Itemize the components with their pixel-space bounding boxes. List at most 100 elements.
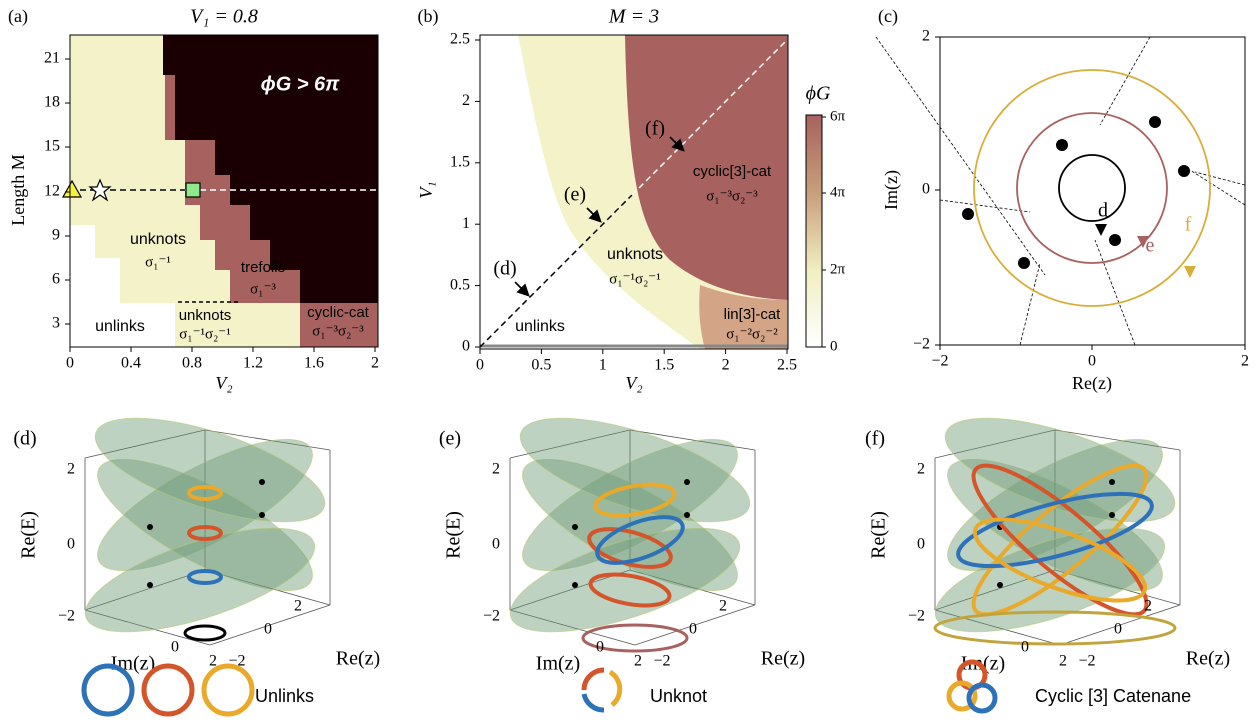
- re-tick-label: 0: [689, 621, 697, 638]
- exceptional-point: [684, 512, 690, 518]
- re-tick-label: −2: [1078, 653, 1095, 670]
- y-axis-label: Length M: [8, 154, 28, 226]
- branch-cut: [940, 200, 1030, 212]
- arrow: [515, 282, 528, 295]
- y-tick-label: 1.5: [450, 153, 470, 170]
- loop-f: [974, 70, 1210, 306]
- axes-frame: [940, 37, 1245, 345]
- z-axis-label: Re(E): [443, 511, 465, 559]
- z-tick-label: 2: [917, 461, 925, 478]
- x-tick-label: 0.5: [531, 357, 551, 374]
- annotation: unknots: [130, 231, 186, 248]
- legend-ring: [584, 694, 604, 710]
- im-tick-label: 0: [171, 639, 179, 656]
- annotation: (e): [564, 184, 586, 206]
- re-tick-label: −2: [653, 653, 670, 670]
- legend-text: Cyclic [3] Catenane: [1035, 686, 1191, 706]
- loop-projection: [185, 626, 225, 640]
- x-tick-label: 0.8: [182, 355, 202, 372]
- exceptional-point: [259, 512, 265, 518]
- annotation: cyclic[3]-cat: [693, 163, 772, 180]
- exceptional-point: [962, 208, 974, 220]
- panel-label: (b): [418, 6, 439, 27]
- im-tick-label: 0: [596, 639, 604, 656]
- annotation: trefoils: [241, 259, 285, 276]
- z-axis-label: Re(E): [868, 511, 890, 559]
- x-tick-label: 1.5: [654, 357, 674, 374]
- page: {"panels": { "a": {"label": "(a)", "titl…: [0, 0, 1255, 723]
- exceptional-point: [147, 524, 153, 530]
- annotation: unlinks: [515, 318, 565, 335]
- exceptional-point: [147, 582, 153, 588]
- exceptional-point: [572, 582, 578, 588]
- z-axis-label: Re(E): [18, 511, 40, 559]
- exceptional-point: [684, 479, 690, 485]
- z-tick-label: 2: [492, 461, 500, 478]
- y-tick-label: 3: [52, 315, 60, 332]
- panel-3d: (d)Re(E)20−2Im(z)02Re(z)−202: [13, 397, 380, 675]
- x-tick-label: 2: [1241, 353, 1249, 370]
- annotation: σ₁⁻¹: [145, 254, 171, 270]
- exceptional-point: [1056, 139, 1068, 151]
- direction-arrow: [1184, 266, 1196, 278]
- y-axis-label: V₁: [416, 181, 436, 198]
- re-axis-label: Re(z): [336, 648, 380, 670]
- exceptional-point: [997, 582, 1003, 588]
- legend-ring: [204, 666, 252, 714]
- annotation: (d): [493, 258, 516, 280]
- exceptional-point: [1149, 116, 1161, 128]
- re-axis-label: Re(z): [761, 648, 805, 670]
- panel-label: (c): [878, 6, 898, 27]
- re-tick-label: 0: [264, 621, 272, 638]
- annotation: unlinks: [95, 318, 145, 335]
- annotation: σ₁⁻³σ₂⁻³: [312, 323, 364, 339]
- y-tick-label: 9: [52, 227, 60, 244]
- annotation: σ₁⁻³: [250, 281, 276, 297]
- annotation: σ₁⁻¹σ₂⁻¹: [609, 271, 660, 287]
- panel-label: (a): [8, 6, 28, 27]
- z-tick-label: −2: [483, 608, 500, 625]
- x-tick-label: 2.5: [777, 357, 797, 374]
- z-tick-label: 0: [492, 536, 500, 553]
- colorbar-tick-label: 6π: [830, 108, 846, 124]
- legend-text: Unlinks: [255, 686, 314, 706]
- z-tick-label: 0: [67, 536, 75, 553]
- z-tick-label: 2: [67, 461, 75, 478]
- legend-text: Unknot: [650, 686, 707, 706]
- y-tick-label: 18: [44, 94, 60, 111]
- y-tick-label: 2: [922, 28, 930, 45]
- colorbar-label: ϕG: [806, 83, 831, 105]
- x-axis-label: Re(z): [1072, 373, 1112, 394]
- x-tick-label: −2: [931, 353, 948, 370]
- annotation: ϕG > 6π: [261, 73, 341, 95]
- y-tick-label: 21: [44, 50, 60, 67]
- colorbar-tick-label: 2π: [830, 261, 846, 277]
- exceptional-point: [1109, 479, 1115, 485]
- panel-label: (f): [865, 428, 885, 450]
- y-tick-label: 2: [462, 92, 470, 109]
- im-axis-label: Im(z): [536, 653, 580, 675]
- annotation: cyclic-cat: [307, 304, 370, 321]
- y-tick-label: 0.5: [450, 276, 470, 293]
- z-tick-label: −2: [58, 608, 75, 625]
- colorbar-tick-label: 0: [830, 338, 838, 354]
- exceptional-point: [572, 524, 578, 530]
- x-tick-label: 0.4: [121, 355, 141, 372]
- x-axis-label: V₂: [625, 373, 642, 393]
- x-tick-label: 1.2: [243, 355, 263, 372]
- y-tick-label: 1: [462, 215, 470, 232]
- exceptional-point: [1178, 165, 1190, 177]
- exceptional-point: [1018, 257, 1030, 269]
- figure: 00.40.81.21.6236912151821(a)V₁ = 0.8V₂Le…: [0, 0, 1255, 723]
- re-axis-label: Re(z): [1186, 648, 1230, 670]
- annotation: σ₁⁻³σ₂⁻³: [706, 188, 758, 204]
- re-tick-label: 2: [1144, 598, 1152, 615]
- annotation: σ₁⁻²σ₂⁻²: [726, 326, 778, 342]
- x-tick-label: 1: [599, 357, 607, 374]
- y-tick-label: −2: [913, 336, 930, 353]
- re-tick-label: 2: [719, 598, 727, 615]
- z-tick-label: −2: [908, 608, 925, 625]
- panel-label: (e): [439, 428, 461, 450]
- y-tick-label: 0: [922, 181, 930, 198]
